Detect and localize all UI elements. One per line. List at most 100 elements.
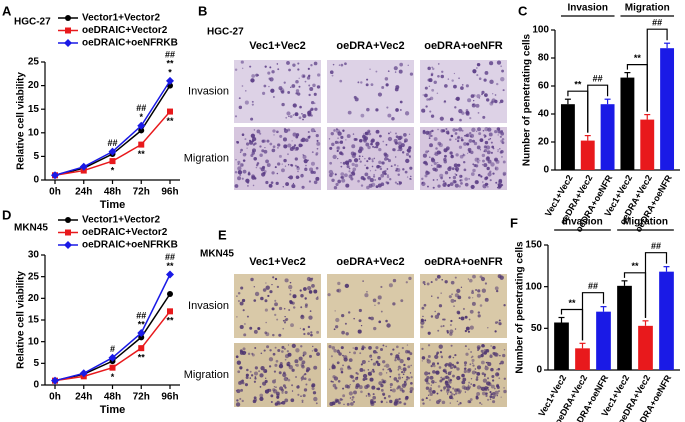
- cell: [340, 135, 344, 139]
- cell: [401, 376, 404, 379]
- cell: [470, 150, 474, 155]
- cell: [488, 138, 490, 141]
- cell: [306, 76, 311, 80]
- cell: [336, 146, 340, 149]
- cell: [472, 69, 477, 74]
- cell: [337, 281, 341, 286]
- cell: [464, 364, 467, 367]
- cell: [436, 351, 440, 355]
- cell: [264, 308, 268, 312]
- cell: [393, 401, 398, 406]
- cell: [438, 366, 442, 369]
- cell: [301, 379, 303, 382]
- cell: [264, 299, 268, 303]
- cell: [449, 329, 454, 334]
- row-label: Migration: [184, 369, 229, 381]
- cell: [250, 133, 256, 138]
- cell: [460, 138, 464, 142]
- cell: [278, 333, 282, 337]
- cell: [335, 325, 339, 329]
- cell: [264, 65, 267, 68]
- cell: [454, 392, 458, 395]
- cell: [485, 392, 488, 396]
- cell: [454, 98, 457, 100]
- cell: [454, 106, 457, 109]
- bracket: [587, 84, 609, 133]
- cell: [383, 365, 386, 367]
- cell: [237, 176, 242, 181]
- x-tick-label: 48h: [104, 187, 121, 198]
- cell: [261, 149, 265, 153]
- cell: [276, 63, 279, 65]
- cell: [503, 377, 506, 380]
- cell: [410, 382, 413, 385]
- cell: [379, 167, 383, 171]
- cell: [344, 173, 348, 178]
- cell: [309, 368, 311, 370]
- cell: [252, 184, 255, 187]
- cell: [421, 177, 424, 181]
- cell: [382, 344, 385, 347]
- cell: [342, 394, 346, 398]
- cell: [499, 135, 502, 138]
- significance: **: [634, 53, 642, 63]
- cell: [372, 368, 375, 371]
- cell: [456, 400, 459, 403]
- cell: [451, 167, 455, 171]
- cell: [428, 383, 430, 385]
- cell: [308, 290, 313, 294]
- cell: [375, 360, 379, 364]
- x-tick-label: 48h: [104, 392, 121, 403]
- cell: [407, 365, 411, 369]
- cell: [433, 153, 436, 155]
- cell: [331, 74, 334, 77]
- cell: [397, 173, 400, 176]
- cell: [356, 372, 359, 376]
- cell: [409, 352, 413, 356]
- cell: [310, 161, 315, 166]
- cell: [245, 373, 249, 377]
- bar: [638, 325, 653, 370]
- cell: [475, 395, 479, 398]
- cell: [421, 181, 426, 187]
- row-label: Invasion: [188, 85, 229, 97]
- cell: [437, 312, 441, 316]
- cell: [455, 174, 458, 176]
- cell: [310, 333, 313, 337]
- point: [79, 162, 88, 171]
- cell: [487, 389, 490, 391]
- cell: [256, 162, 260, 165]
- cell: [410, 178, 412, 180]
- cell: [308, 378, 311, 382]
- cell: [387, 368, 389, 371]
- cell: [334, 310, 336, 312]
- cell: [424, 86, 428, 90]
- cell: [454, 276, 457, 279]
- cell: [398, 397, 401, 401]
- cell: [472, 168, 476, 173]
- bar: [620, 77, 635, 170]
- cell: [448, 355, 452, 359]
- cell: [455, 138, 457, 141]
- cell: [482, 129, 485, 132]
- cell: [494, 130, 498, 134]
- cell: [336, 146, 341, 150]
- cell: [477, 311, 481, 314]
- cell: [450, 392, 454, 396]
- y-axis-label: Relative cell viability: [16, 271, 27, 369]
- cell: [395, 167, 399, 171]
- cell: [408, 155, 411, 158]
- cell: [480, 349, 484, 353]
- cell: [486, 166, 490, 171]
- cell: [502, 89, 505, 92]
- cell: [409, 390, 413, 394]
- cell: [316, 141, 321, 146]
- cell: [340, 162, 342, 164]
- cell: [352, 379, 355, 383]
- cell: [397, 373, 401, 376]
- cell: [489, 391, 492, 394]
- y-tick-label: 100: [525, 281, 542, 292]
- cell: [359, 146, 364, 152]
- cell-line-label: MKN45: [14, 223, 48, 234]
- point: [138, 141, 145, 148]
